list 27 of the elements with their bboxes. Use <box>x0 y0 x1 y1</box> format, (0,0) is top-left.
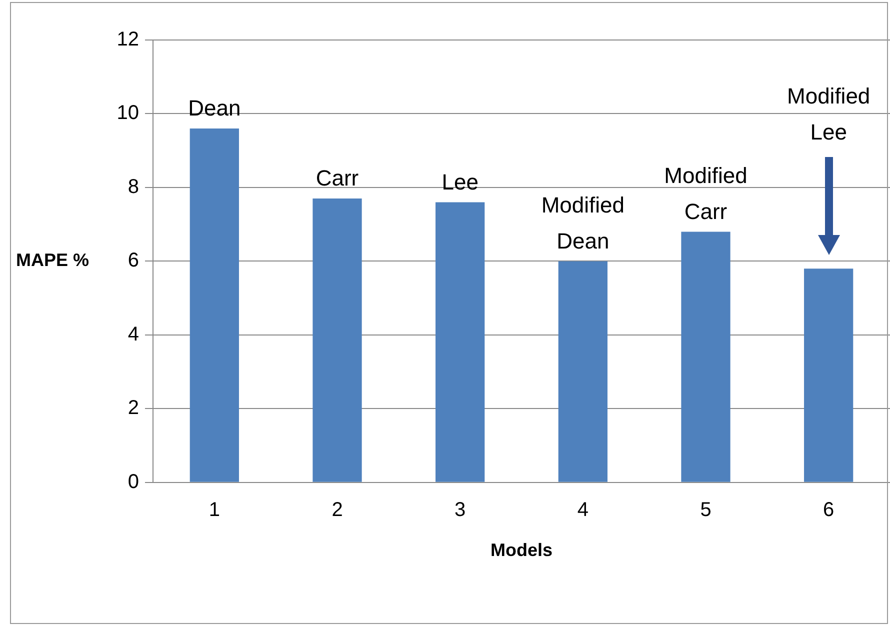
bar <box>558 261 608 482</box>
y-tick-label: 0 <box>128 470 139 493</box>
y-tick-label: 8 <box>128 176 139 198</box>
x-tick-label: 5 <box>700 498 712 521</box>
y-tick-label: 6 <box>128 250 139 272</box>
bar <box>312 198 362 482</box>
annotation: Modified Carr <box>664 162 748 224</box>
bar <box>681 232 730 482</box>
y-axis-title: MAPE % <box>16 250 90 270</box>
bar <box>436 202 485 482</box>
x-tick-label: 1 <box>208 498 220 521</box>
y-tick-label: 10 <box>116 102 139 124</box>
y-tick-label: 4 <box>128 323 139 346</box>
x-tick-label: 6 <box>823 498 834 521</box>
x-tick-label: 2 <box>332 498 343 521</box>
x-tick-label: 4 <box>577 498 588 521</box>
annotation: Modified Lee <box>787 84 870 145</box>
annotation: Lee <box>442 169 478 194</box>
annotation: Dean <box>188 96 241 121</box>
bar <box>804 268 854 482</box>
y-tick-label: 12 <box>116 28 139 51</box>
annotation: Carr <box>316 166 359 191</box>
bar <box>190 128 239 482</box>
y-tick-label: 2 <box>128 397 139 420</box>
annotation: Modified Dean <box>541 192 624 254</box>
x-axis-title: Models <box>490 540 553 560</box>
x-tick-label: 3 <box>454 498 466 521</box>
